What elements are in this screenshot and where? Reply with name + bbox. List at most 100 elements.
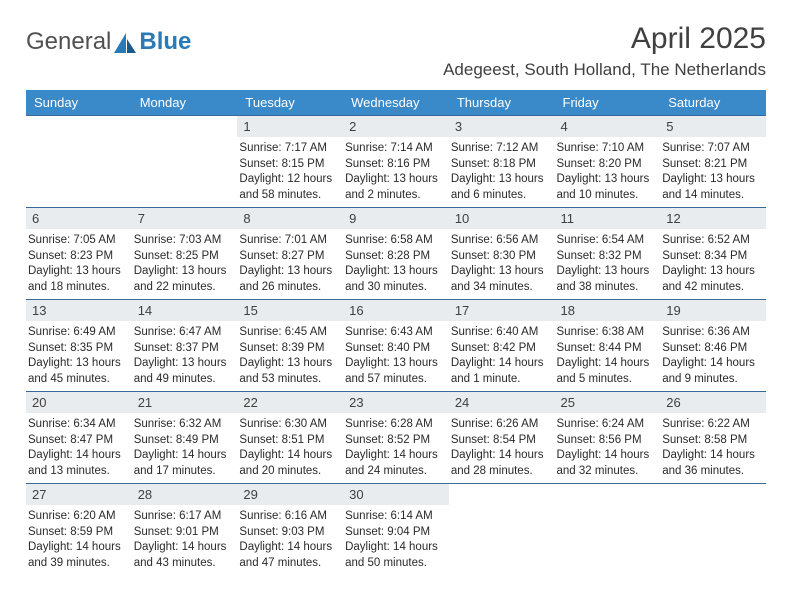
day-sr: Sunrise: 6:28 AM <box>345 417 443 433</box>
day-dl2: and 18 minutes. <box>28 280 126 296</box>
day-ss: Sunset: 8:56 PM <box>557 433 655 449</box>
day-number: 21 <box>132 392 238 413</box>
day-dl2: and 9 minutes. <box>662 372 760 388</box>
day-ss: Sunset: 8:37 PM <box>134 341 232 357</box>
day-dl1: Daylight: 13 hours <box>662 172 760 188</box>
day-dl1: Daylight: 14 hours <box>557 356 655 372</box>
calendar-day-cell: 30Sunrise: 6:14 AMSunset: 9:04 PMDayligh… <box>343 484 449 576</box>
calendar-week-row: 1Sunrise: 7:17 AMSunset: 8:15 PMDaylight… <box>26 116 766 208</box>
day-sr: Sunrise: 6:32 AM <box>134 417 232 433</box>
day-ss: Sunset: 8:51 PM <box>239 433 337 449</box>
day-dl2: and 30 minutes. <box>345 280 443 296</box>
day-dl1: Daylight: 13 hours <box>557 264 655 280</box>
calendar-day-cell: 11Sunrise: 6:54 AMSunset: 8:32 PMDayligh… <box>555 208 661 300</box>
day-sr: Sunrise: 7:03 AM <box>134 233 232 249</box>
day-sr: Sunrise: 6:56 AM <box>451 233 549 249</box>
day-sr: Sunrise: 7:17 AM <box>239 141 337 157</box>
day-body: Sunrise: 6:45 AMSunset: 8:39 PMDaylight:… <box>237 321 343 391</box>
day-dl1: Daylight: 14 hours <box>557 448 655 464</box>
day-dl2: and 26 minutes. <box>239 280 337 296</box>
day-ss: Sunset: 9:01 PM <box>134 525 232 541</box>
day-dl1: Daylight: 13 hours <box>28 356 126 372</box>
calendar-week-row: 27Sunrise: 6:20 AMSunset: 8:59 PMDayligh… <box>26 484 766 576</box>
day-sr: Sunrise: 6:30 AM <box>239 417 337 433</box>
calendar-day-cell: 23Sunrise: 6:28 AMSunset: 8:52 PMDayligh… <box>343 392 449 484</box>
day-body: Sunrise: 6:36 AMSunset: 8:46 PMDaylight:… <box>660 321 766 391</box>
day-dl1: Daylight: 14 hours <box>28 448 126 464</box>
day-number: 17 <box>449 300 555 321</box>
day-ss: Sunset: 8:39 PM <box>239 341 337 357</box>
day-ss: Sunset: 8:54 PM <box>451 433 549 449</box>
day-body: Sunrise: 7:14 AMSunset: 8:16 PMDaylight:… <box>343 137 449 207</box>
day-sr: Sunrise: 7:01 AM <box>239 233 337 249</box>
day-dl2: and 17 minutes. <box>134 464 232 480</box>
day-dl2: and 13 minutes. <box>28 464 126 480</box>
day-body: Sunrise: 6:26 AMSunset: 8:54 PMDaylight:… <box>449 413 555 483</box>
day-body: Sunrise: 6:56 AMSunset: 8:30 PMDaylight:… <box>449 229 555 299</box>
calendar-day-cell: 8Sunrise: 7:01 AMSunset: 8:27 PMDaylight… <box>237 208 343 300</box>
day-dl1: Daylight: 13 hours <box>28 264 126 280</box>
day-dl1: Daylight: 14 hours <box>451 448 549 464</box>
day-number: 15 <box>237 300 343 321</box>
day-sr: Sunrise: 6:40 AM <box>451 325 549 341</box>
day-ss: Sunset: 8:40 PM <box>345 341 443 357</box>
day-dl1: Daylight: 13 hours <box>134 264 232 280</box>
logo-sail-icon <box>114 33 136 53</box>
day-dl1: Daylight: 14 hours <box>662 448 760 464</box>
day-number: 1 <box>237 116 343 137</box>
day-dl2: and 6 minutes. <box>451 188 549 204</box>
calendar-day-cell: 5Sunrise: 7:07 AMSunset: 8:21 PMDaylight… <box>660 116 766 208</box>
day-number: 20 <box>26 392 132 413</box>
day-number: 28 <box>132 484 238 505</box>
day-body: Sunrise: 6:17 AMSunset: 9:01 PMDaylight:… <box>132 505 238 575</box>
day-body: Sunrise: 6:40 AMSunset: 8:42 PMDaylight:… <box>449 321 555 391</box>
day-dl2: and 42 minutes. <box>662 280 760 296</box>
location: Adegeest, South Holland, The Netherlands <box>443 60 766 80</box>
day-dl2: and 49 minutes. <box>134 372 232 388</box>
day-dl2: and 53 minutes. <box>239 372 337 388</box>
calendar-day-cell: 14Sunrise: 6:47 AMSunset: 8:37 PMDayligh… <box>132 300 238 392</box>
calendar-day-cell <box>449 484 555 576</box>
calendar-day-cell: 21Sunrise: 6:32 AMSunset: 8:49 PMDayligh… <box>132 392 238 484</box>
day-body: Sunrise: 7:10 AMSunset: 8:20 PMDaylight:… <box>555 137 661 207</box>
day-dl1: Daylight: 13 hours <box>345 264 443 280</box>
weekday-header: Wednesday <box>343 90 449 116</box>
day-ss: Sunset: 8:25 PM <box>134 249 232 265</box>
calendar-day-cell: 20Sunrise: 6:34 AMSunset: 8:47 PMDayligh… <box>26 392 132 484</box>
calendar-week-row: 6Sunrise: 7:05 AMSunset: 8:23 PMDaylight… <box>26 208 766 300</box>
day-ss: Sunset: 8:20 PM <box>557 157 655 173</box>
day-ss: Sunset: 8:21 PM <box>662 157 760 173</box>
day-number: 7 <box>132 208 238 229</box>
month-title: April 2025 <box>443 22 766 56</box>
day-body: Sunrise: 7:17 AMSunset: 8:15 PMDaylight:… <box>237 137 343 207</box>
day-body: Sunrise: 6:14 AMSunset: 9:04 PMDaylight:… <box>343 505 449 575</box>
day-ss: Sunset: 8:52 PM <box>345 433 443 449</box>
calendar-day-cell <box>555 484 661 576</box>
logo-text-2: Blue <box>139 28 191 56</box>
calendar-week-row: 13Sunrise: 6:49 AMSunset: 8:35 PMDayligh… <box>26 300 766 392</box>
day-sr: Sunrise: 6:36 AM <box>662 325 760 341</box>
day-dl2: and 50 minutes. <box>345 556 443 572</box>
day-ss: Sunset: 8:18 PM <box>451 157 549 173</box>
day-sr: Sunrise: 7:14 AM <box>345 141 443 157</box>
day-number: 3 <box>449 116 555 137</box>
day-sr: Sunrise: 6:17 AM <box>134 509 232 525</box>
day-sr: Sunrise: 6:43 AM <box>345 325 443 341</box>
logo: General Blue <box>26 22 191 56</box>
day-dl1: Daylight: 14 hours <box>662 356 760 372</box>
calendar-day-cell: 18Sunrise: 6:38 AMSunset: 8:44 PMDayligh… <box>555 300 661 392</box>
day-number: 19 <box>660 300 766 321</box>
day-sr: Sunrise: 6:49 AM <box>28 325 126 341</box>
day-body: Sunrise: 6:30 AMSunset: 8:51 PMDaylight:… <box>237 413 343 483</box>
calendar-day-cell: 12Sunrise: 6:52 AMSunset: 8:34 PMDayligh… <box>660 208 766 300</box>
day-number: 2 <box>343 116 449 137</box>
day-body: Sunrise: 6:49 AMSunset: 8:35 PMDaylight:… <box>26 321 132 391</box>
day-dl1: Daylight: 13 hours <box>662 264 760 280</box>
day-body: Sunrise: 7:03 AMSunset: 8:25 PMDaylight:… <box>132 229 238 299</box>
day-number: 13 <box>26 300 132 321</box>
day-dl2: and 5 minutes. <box>557 372 655 388</box>
day-sr: Sunrise: 6:22 AM <box>662 417 760 433</box>
day-dl2: and 2 minutes. <box>345 188 443 204</box>
calendar-day-cell: 3Sunrise: 7:12 AMSunset: 8:18 PMDaylight… <box>449 116 555 208</box>
day-sr: Sunrise: 6:26 AM <box>451 417 549 433</box>
